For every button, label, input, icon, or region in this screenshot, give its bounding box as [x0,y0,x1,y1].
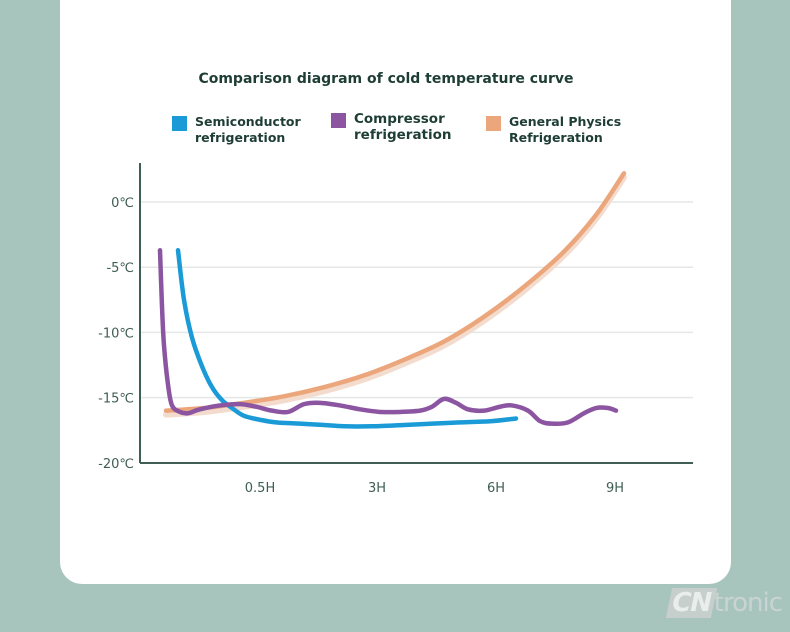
series-line-semiconductor [175,247,519,429]
chart-title: Comparison diagram of cold temperature c… [198,71,574,87]
x-tick-label: 3H [368,481,386,496]
legend-compressor: Compressor refrigeration [331,111,454,143]
legend-swatch-compressor [331,113,346,128]
x-tick-label: 9H [606,481,624,496]
series-shadow-general-physics [163,174,627,418]
y-tick-label: -20℃ [98,457,134,472]
x-tick-label: 6H [487,481,505,496]
y-tick-label: -10℃ [98,326,134,341]
legend-label-semiconductor: Semiconductor refrigeration [195,114,301,145]
series-line-compressor [157,247,619,427]
chart-card [60,0,731,584]
x-tick-label: 0.5H [245,481,275,496]
y-tick-label: 0℃ [111,196,134,211]
legend-label-general-physics: General Physics Refrigeration [509,114,622,145]
y-tick-label: -5℃ [106,261,134,276]
legend-general-physics: General Physics Refrigeration [486,114,624,146]
legend-swatch-general-physics [486,116,501,131]
legend-semiconductor: Semiconductor refrigeration [172,114,315,146]
watermark-logo: CNtronic [665,588,783,618]
legend-swatch-semiconductor [172,116,187,131]
legend-label-compressor: Compressor refrigeration [354,111,452,143]
y-tick-label: -15℃ [98,392,134,407]
series-line-general-physics [163,171,627,413]
